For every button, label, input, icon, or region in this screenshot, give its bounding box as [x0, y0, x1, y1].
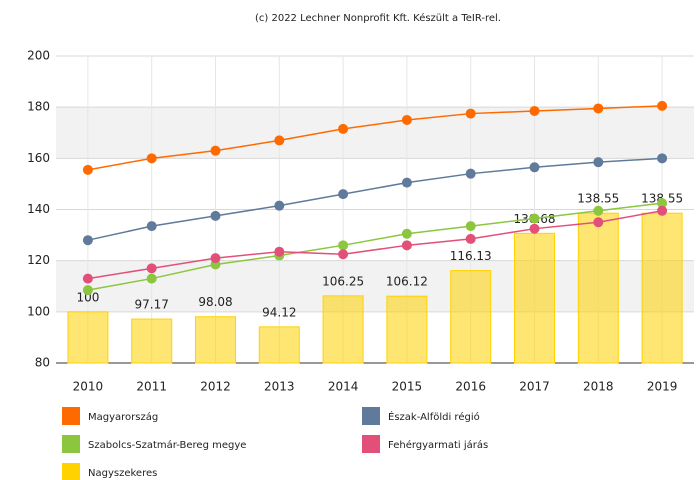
- marker: [338, 189, 349, 200]
- x-tick-label: 2011: [136, 380, 167, 394]
- x-tick-label: 2013: [264, 380, 295, 394]
- marker: [82, 285, 93, 296]
- line: [87, 157, 663, 241]
- marker: [82, 164, 93, 175]
- marker: [593, 103, 604, 114]
- marker: [465, 168, 476, 179]
- x-tick-label: 2017: [519, 380, 550, 394]
- line: [87, 202, 663, 291]
- y-tick-label: 100: [27, 304, 50, 318]
- marker: [210, 253, 221, 264]
- marker: [401, 228, 412, 239]
- legend-label: Észak-Alföldi régió: [388, 410, 480, 423]
- marker: [210, 210, 221, 221]
- bar: [322, 295, 364, 364]
- marker: [338, 240, 349, 251]
- marker: [146, 273, 157, 284]
- marker: [657, 100, 668, 111]
- marker: [529, 106, 540, 117]
- x-tick-label: 2018: [583, 380, 614, 394]
- marker: [274, 200, 285, 211]
- marker: [529, 162, 540, 173]
- marker: [146, 263, 157, 274]
- legend-swatch: [62, 435, 80, 453]
- bar: [258, 326, 300, 364]
- x-tick-label: 2010: [73, 380, 104, 394]
- marker: [146, 221, 157, 232]
- marker: [146, 153, 157, 164]
- data-label: 97.17: [135, 298, 169, 312]
- marker: [593, 217, 604, 228]
- marker: [274, 135, 285, 146]
- legend-swatch: [62, 463, 80, 480]
- x-tick-label: 2019: [647, 380, 678, 394]
- marker: [401, 240, 412, 251]
- marker: [657, 205, 668, 216]
- marker: [274, 246, 285, 257]
- credit: (c) 2022 Lechner Nonprofit Kft. Készült …: [255, 12, 501, 24]
- marker: [465, 221, 476, 232]
- marker: [593, 205, 604, 216]
- y-tick-label: 80: [35, 356, 50, 370]
- line: [87, 210, 663, 280]
- data-label: 100: [76, 290, 99, 304]
- marker: [657, 153, 668, 164]
- bar: [67, 311, 109, 364]
- marker: [401, 114, 412, 125]
- x-tick-label: 2016: [455, 380, 486, 394]
- bar: [131, 318, 173, 364]
- bar: [577, 212, 619, 364]
- data-label: 94.12: [262, 305, 296, 319]
- legend-swatch: [62, 407, 80, 425]
- bar: [514, 232, 555, 364]
- legend-label: Fehérgyarmati járás: [388, 439, 488, 451]
- marker: [82, 273, 93, 284]
- marker: [338, 249, 349, 260]
- marker: [465, 108, 476, 119]
- x-tick-label: 2015: [392, 380, 423, 394]
- marker: [338, 123, 349, 134]
- line: [87, 105, 663, 171]
- y-tick-label: 120: [27, 253, 50, 267]
- data-label: 98.08: [198, 295, 232, 309]
- marker: [82, 235, 93, 246]
- marker: [465, 233, 476, 244]
- data-label: 138.55: [577, 192, 619, 206]
- legend-swatch: [362, 435, 380, 453]
- data-label: 106.12: [386, 275, 428, 289]
- marker: [529, 223, 540, 234]
- bar: [195, 316, 236, 364]
- marker: [210, 145, 221, 156]
- bar: [450, 270, 492, 364]
- y-tick-label: 140: [27, 202, 50, 216]
- data-label: 106.25: [322, 274, 364, 288]
- y-tick-label: 160: [27, 151, 50, 165]
- grid-band: [56, 107, 694, 159]
- legend-swatch: [362, 407, 380, 425]
- y-tick-label: 180: [27, 100, 50, 114]
- bar: [386, 295, 428, 364]
- marker: [593, 157, 604, 168]
- bar: [641, 212, 683, 364]
- legend-label: Nagyszekeres: [88, 468, 157, 479]
- x-tick-label: 2014: [328, 380, 359, 394]
- marker: [401, 177, 412, 188]
- marker: [657, 198, 668, 209]
- marker: [529, 213, 540, 224]
- data-label: 116.13: [450, 249, 492, 263]
- x-tick-label: 2012: [200, 380, 231, 394]
- y-tick-label: 200: [27, 49, 50, 63]
- legend-label: Szabolcs-Szatmár-Bereg megye: [88, 439, 246, 451]
- legend-label: Magyarország: [88, 411, 158, 423]
